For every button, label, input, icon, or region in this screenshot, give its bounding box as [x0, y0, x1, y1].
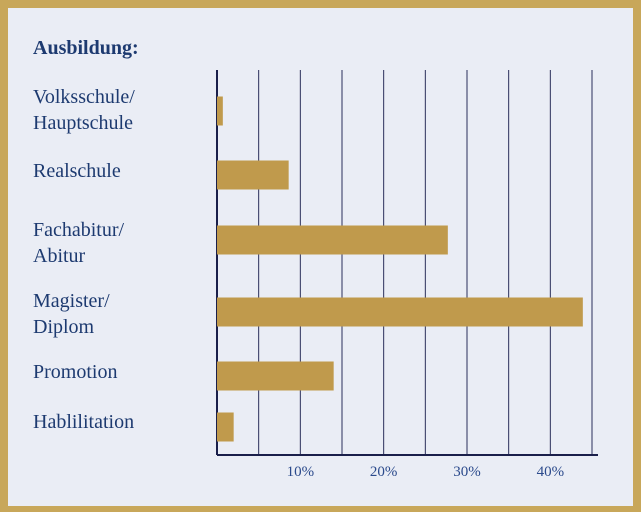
chart-title: Ausbildung:: [33, 37, 139, 59]
category-label: Magister/Diplom: [33, 290, 110, 338]
category-label: Hablilitation: [33, 411, 134, 433]
x-tick-label: 20%: [370, 464, 398, 480]
category-label: Volksschule/Hauptschule: [33, 86, 135, 134]
category-label: Promotion: [33, 361, 117, 383]
category-label: Realschule: [33, 160, 121, 182]
bar: [217, 412, 234, 442]
category-label: Fachabitur/Abitur: [33, 219, 125, 267]
bar: [217, 96, 223, 126]
x-tick-label: 10%: [287, 464, 315, 480]
x-tick-label: 30%: [453, 464, 481, 480]
bar: [217, 361, 334, 391]
bar: [217, 225, 448, 255]
x-tick-label: 40%: [537, 464, 565, 480]
bar: [217, 297, 583, 327]
bar: [217, 160, 289, 190]
